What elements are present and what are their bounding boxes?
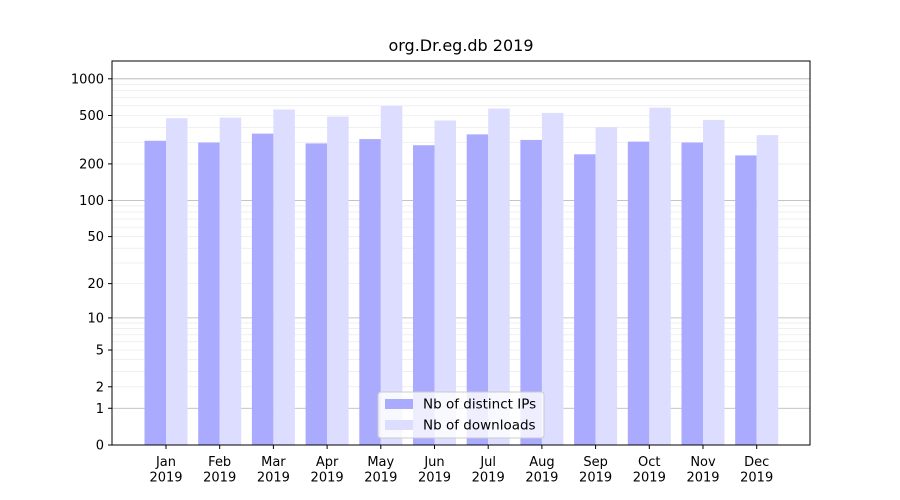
chart-title: org.Dr.eg.db 2019: [388, 36, 533, 55]
bar-distinct-ips: [574, 154, 596, 446]
x-tick-label: Jul 2019: [472, 455, 505, 486]
legend-swatch-ips: [385, 399, 413, 409]
bar-distinct-ips: [359, 139, 381, 446]
y-tick-label: 2: [96, 380, 104, 395]
bar-distinct-ips: [466, 134, 489, 445]
x-tick-label: Apr 2019: [311, 455, 344, 486]
bar-distinct-ips: [251, 133, 274, 445]
bar-downloads: [380, 105, 403, 445]
x-tick-label: Oct 2019: [633, 455, 666, 486]
legend-swatch-downloads: [385, 420, 413, 430]
legend-label-ips: Nb of distinct IPs: [423, 397, 536, 413]
y-tick-label: 200: [79, 157, 104, 172]
x-tick-label: Aug 2019: [525, 455, 558, 486]
y-tick-label: 1000: [71, 72, 104, 87]
bar-distinct-ips: [681, 142, 703, 445]
y-axis: 0 1 2 5 10 20 50 100 200 500 1000: [71, 72, 112, 454]
x-tick-label: Nov 2019: [686, 455, 719, 486]
y-tick-label: 100: [79, 194, 104, 209]
legend: Nb of distinct IPs Nb of downloads: [377, 391, 545, 439]
y-tick-label: 500: [79, 109, 104, 124]
x-tick-label: Sep 2019: [579, 455, 612, 486]
legend-label-downloads: Nb of downloads: [423, 418, 536, 434]
y-tick-label: 20: [87, 277, 104, 292]
bar-distinct-ips: [413, 145, 435, 445]
x-tick-label: Feb 2019: [203, 455, 236, 486]
bar-distinct-ips: [627, 141, 650, 446]
legend-box: [377, 391, 545, 439]
y-tick-label: 10: [87, 311, 104, 326]
bar-distinct-ips: [144, 140, 166, 445]
bar-downloads: [219, 117, 242, 445]
bar-downloads: [649, 107, 671, 445]
x-tick-label: May 2019: [364, 455, 397, 486]
x-tick-label: Jun 2019: [418, 455, 451, 486]
bar-distinct-ips: [198, 142, 220, 445]
bar-downloads: [327, 116, 349, 445]
y-tick-label: 50: [87, 230, 104, 245]
y-tick-label: 5: [96, 344, 104, 359]
bar-downloads: [595, 127, 618, 446]
bar-downloads: [434, 120, 456, 445]
bar-downloads: [703, 119, 725, 445]
bar-downloads: [488, 108, 510, 446]
x-axis: Jan 2019 Feb 2019 Mar 2019 Apr 2019 May 2019 Jun 20…: [149, 445, 773, 486]
x-tick-label: Mar 2019: [257, 455, 290, 486]
bar-distinct-ips: [520, 139, 542, 446]
bar-distinct-ips: [735, 155, 757, 445]
bar-downloads: [541, 112, 564, 445]
bar-distinct-ips: [305, 143, 328, 445]
bar-downloads: [756, 135, 779, 445]
bar-downloads: [273, 109, 295, 446]
bar-downloads: [166, 118, 188, 445]
x-tick-label: Jan 2019: [149, 455, 182, 486]
y-tick-label: 0: [96, 439, 104, 454]
y-tick-label: 1: [96, 402, 104, 417]
axes-frame: [111, 60, 811, 446]
x-tick-label: Dec 2019: [740, 455, 773, 486]
bars: [144, 105, 779, 446]
